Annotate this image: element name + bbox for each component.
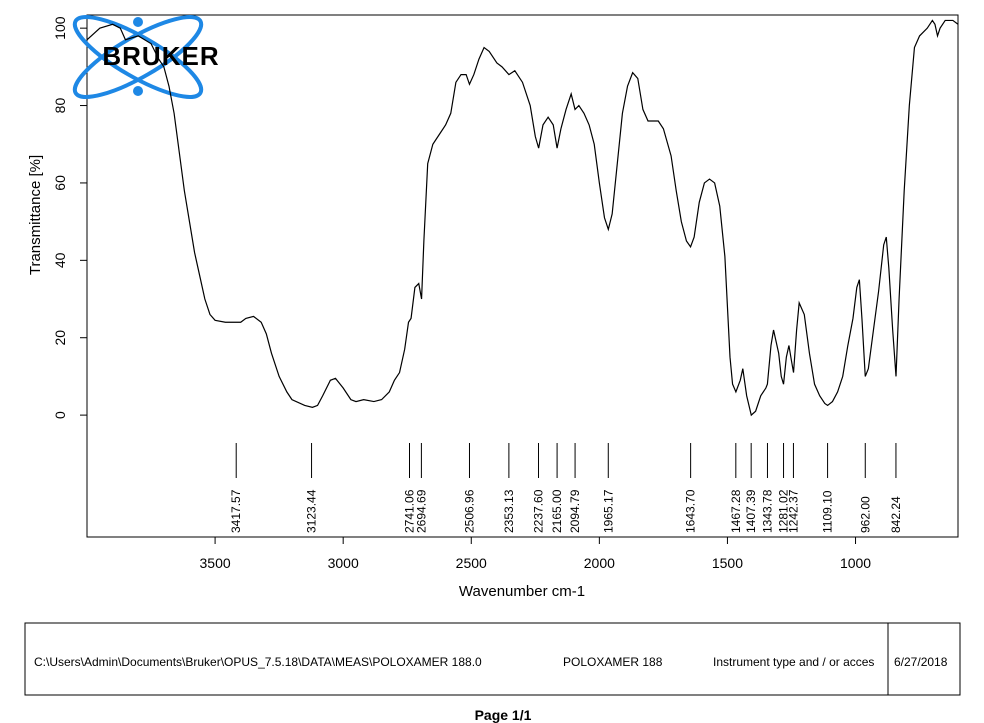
peak-label: 2694.69 bbox=[414, 489, 428, 533]
peak-label: 1407.39 bbox=[744, 489, 758, 533]
peak-label: 2165.00 bbox=[550, 489, 564, 533]
plot-frame bbox=[86, 14, 959, 538]
peak-label: 962.00 bbox=[858, 496, 872, 533]
x-tick-label: 1500 bbox=[712, 555, 743, 571]
y-tick-label: 0 bbox=[52, 411, 68, 419]
y-axis-title: Transmittance [%] bbox=[27, 155, 44, 275]
peak-label: 2094.79 bbox=[568, 489, 582, 533]
peak-label: 1242.37 bbox=[786, 489, 800, 533]
x-tick-label: 2500 bbox=[456, 555, 487, 571]
bruker-logo: BRUKER bbox=[72, 15, 219, 99]
peak-label: 3123.44 bbox=[305, 489, 319, 533]
peak-label: 1281.02 bbox=[777, 489, 791, 533]
y-tick-label: 40 bbox=[52, 252, 68, 268]
logo-text: BRUKER bbox=[102, 41, 219, 71]
peak-label: 1965.17 bbox=[601, 489, 615, 533]
peak-label: 2506.96 bbox=[462, 489, 476, 533]
y-tick-label: 20 bbox=[52, 330, 68, 346]
peak-label: 842.24 bbox=[889, 496, 903, 533]
peak-label: 2353.13 bbox=[502, 489, 516, 533]
footer-box bbox=[24, 622, 961, 696]
peak-label: 3417.57 bbox=[229, 489, 243, 533]
y-tick-label: 100 bbox=[52, 16, 68, 40]
y-tick-label: 60 bbox=[52, 175, 68, 191]
peak-label: 1467.28 bbox=[729, 489, 743, 533]
date: 6/27/2018 bbox=[894, 655, 948, 669]
file-path: C:\Users\Admin\Documents\Bruker\OPUS_7.5… bbox=[34, 655, 482, 669]
peak-label: 2237.60 bbox=[531, 489, 545, 533]
peak-label: 1343.78 bbox=[760, 489, 774, 533]
sample-name: POLOXAMER 188 bbox=[563, 655, 663, 669]
peak-label: 1643.70 bbox=[684, 489, 698, 533]
page-number: Page 1/1 bbox=[475, 707, 532, 723]
x-tick-label: 2000 bbox=[584, 555, 615, 571]
peak-label: 2741.06 bbox=[403, 489, 417, 533]
x-tick-label: 1000 bbox=[840, 555, 871, 571]
y-tick-label: 80 bbox=[52, 98, 68, 114]
x-tick-label: 3500 bbox=[200, 555, 231, 571]
x-axis-title: Wavenumber cm-1 bbox=[459, 583, 585, 600]
spectrum-line bbox=[87, 19, 958, 417]
x-tick-label: 3000 bbox=[328, 555, 359, 571]
instrument: Instrument type and / or acces bbox=[713, 655, 874, 669]
peak-label: 1109.10 bbox=[821, 490, 835, 533]
